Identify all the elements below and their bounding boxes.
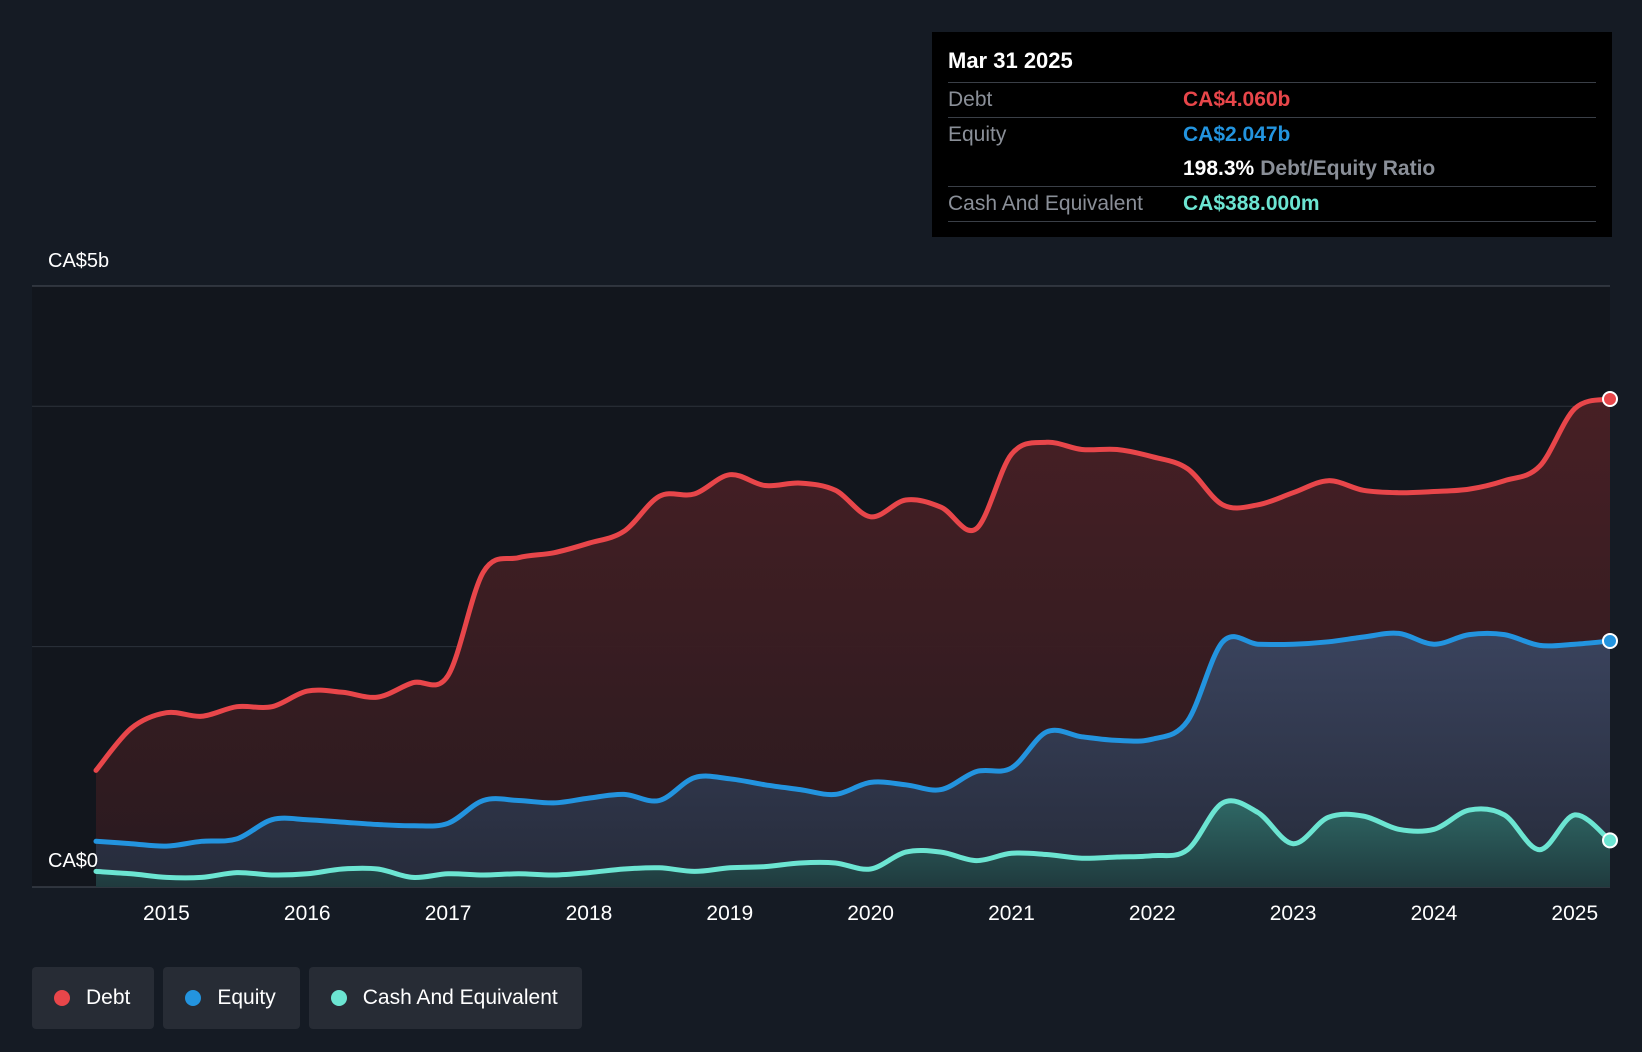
- x-tick-label: 2018: [566, 902, 613, 925]
- equity-dot-icon: [185, 990, 202, 1006]
- end-markers: [1602, 390, 1618, 849]
- tooltip-cash-label: Cash And Equivalent: [948, 192, 1143, 215]
- cash-dot-icon: [330, 990, 347, 1006]
- chart-tooltip: Mar 31 2025 Debt CA$4.060b Equity CA$2.0…: [932, 32, 1612, 237]
- legend-label-debt: Debt: [86, 986, 131, 1009]
- tooltip-equity-row: Equity CA$2.047b: [948, 118, 1596, 152]
- legend-label-cash: Cash And Equivalent: [362, 986, 558, 1009]
- chart-legend: Debt Equity Cash And Equivalent: [32, 967, 582, 1029]
- x-tick-label: 2023: [1270, 902, 1317, 925]
- line-equity: [93, 630, 1613, 849]
- x-tick-label: 2019: [706, 902, 753, 925]
- x-tick-label: 2020: [847, 902, 894, 925]
- tooltip-equity-label: Equity: [948, 123, 1007, 146]
- x-tick-label: 2021: [988, 902, 1035, 925]
- end-marker-equity: [1602, 632, 1618, 649]
- tooltip-date: Mar 31 2025: [948, 46, 1596, 83]
- end-marker-cash-and-equivalent: [1602, 832, 1618, 849]
- legend-item-equity[interactable]: Equity: [163, 967, 300, 1029]
- y-axis-bottom-label: CA$0: [48, 850, 99, 872]
- legend-item-debt[interactable]: Debt: [32, 967, 155, 1029]
- tooltip-ratio-row: 198.3% Debt/Equity Ratio: [948, 152, 1596, 187]
- x-axis-ticks: 2015 2016 2017 2018 2019 2020 2021 2022 2023 2024…: [143, 902, 1598, 925]
- area-cash-and-equivalent: [96, 800, 1610, 887]
- tooltip-debt-row: Debt CA$4.060b: [948, 83, 1596, 118]
- tooltip-debt-value: CA$4.060b: [1183, 88, 1291, 111]
- legend-label-equity: Equity: [217, 986, 276, 1009]
- line-cash-and-equivalent: [93, 798, 1613, 881]
- x-tick-label: 2022: [1129, 902, 1176, 925]
- x-tick-label: 2025: [1551, 902, 1598, 925]
- x-tick-label: 2024: [1411, 902, 1458, 925]
- legend-item-cash[interactable]: Cash And Equivalent: [308, 967, 582, 1029]
- tooltip-ratio-label: Debt/Equity Ratio: [1260, 157, 1436, 180]
- tooltip-cash-value: CA$388.000m: [1183, 192, 1320, 215]
- x-tick-label: 2015: [143, 902, 190, 925]
- y-axis-top-label: CA$5b: [48, 250, 110, 272]
- x-tick-label: 2017: [425, 902, 472, 925]
- end-marker-debt: [1602, 390, 1618, 407]
- series-areas: [96, 399, 1610, 887]
- tooltip-debt-label: Debt: [948, 88, 993, 111]
- series-lines: [93, 396, 1613, 881]
- x-tick-label: 2016: [284, 902, 331, 925]
- tooltip-cash-row: Cash And Equivalent CA$388.000m: [948, 187, 1596, 222]
- line-debt: [93, 396, 1613, 773]
- debt-dot-icon: [54, 990, 70, 1006]
- tooltip-equity-value: CA$2.047b: [1183, 123, 1291, 146]
- tooltip-ratio-value: 198.3%: [1183, 157, 1255, 180]
